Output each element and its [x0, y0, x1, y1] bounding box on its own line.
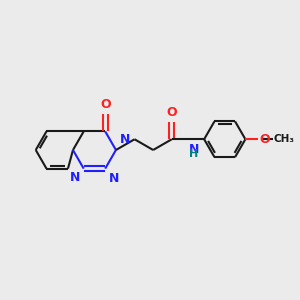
- Text: N: N: [189, 143, 200, 156]
- Text: O: O: [167, 106, 177, 119]
- Text: H: H: [189, 149, 199, 159]
- Text: N: N: [70, 172, 80, 184]
- Text: CH₃: CH₃: [273, 134, 294, 144]
- Text: O: O: [100, 98, 110, 111]
- Text: N: N: [120, 133, 130, 146]
- Text: O: O: [260, 133, 270, 146]
- Text: N: N: [109, 172, 119, 185]
